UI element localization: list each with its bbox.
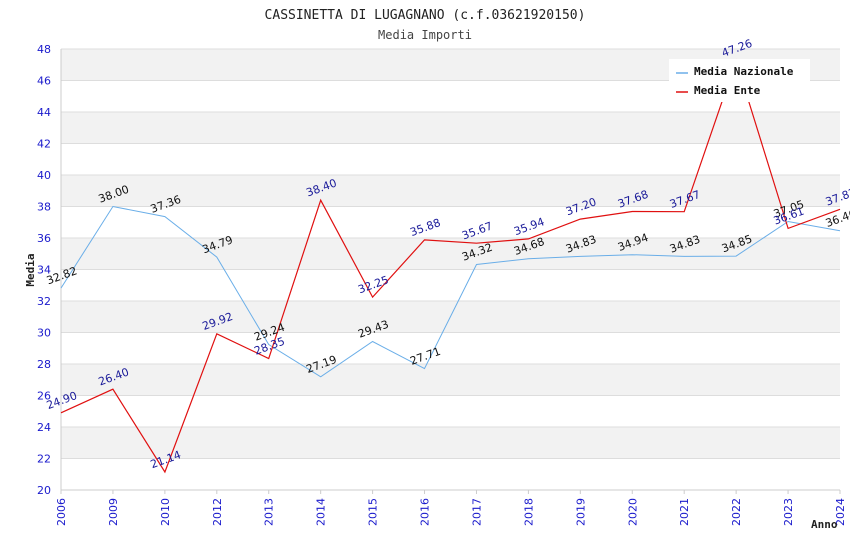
plot-band <box>61 112 840 144</box>
x-axis-label: Anno <box>811 518 838 531</box>
legend: Media Nazionale Media Ente <box>669 59 810 102</box>
y-tick-label: 24 <box>37 421 51 434</box>
axes <box>60 49 841 494</box>
plot-band <box>61 238 840 270</box>
x-tick-label: 2019 <box>574 498 587 526</box>
series-lines <box>60 58 841 474</box>
plot-bands <box>61 49 840 459</box>
y-tick-labels: 20 22 24 26 28 30 32 34 36 38 40 42 44 46 48 <box>37 43 51 497</box>
legend-box <box>669 59 810 102</box>
y-tick-label: 32 <box>37 295 51 308</box>
x-tick-labels: 2006 2009 2010 2012 2013 2014 2015 2016 2017 2018… <box>55 498 847 526</box>
x-tick-label: 2017 <box>470 498 483 526</box>
y-tick-label: 48 <box>37 43 51 56</box>
x-tick-label: 2010 <box>159 498 172 526</box>
x-tick-label: 2021 <box>678 498 691 526</box>
x-tick-label: 2016 <box>419 498 432 526</box>
chart-subtitle: Media Importi <box>378 28 472 42</box>
plot-band <box>61 175 840 207</box>
legend-label-nazionale: Media Nazionale <box>694 65 794 78</box>
x-tick-label: 2013 <box>263 498 276 526</box>
y-tick-label: 38 <box>37 201 51 214</box>
y-tick-label: 40 <box>37 169 51 182</box>
x-tick-label: 2014 <box>315 498 328 526</box>
y-tick-label: 30 <box>37 327 51 340</box>
x-tick-label: 2023 <box>782 498 795 526</box>
y-tick-label: 22 <box>37 453 51 466</box>
x-tick-label: 2018 <box>522 498 535 526</box>
y-axis-label: Media <box>24 253 37 286</box>
y-tick-label: 28 <box>37 358 51 371</box>
plot-band <box>61 427 840 459</box>
legend-label-ente: Media Ente <box>694 84 761 97</box>
series-line-nazionale <box>60 205 841 378</box>
plot-band <box>61 364 840 396</box>
y-tick-label: 42 <box>37 138 51 151</box>
chart-title: CASSINETTA DI LUGAGNANO (c.f.03621920150… <box>265 8 586 23</box>
x-tick-label: 2006 <box>55 498 68 526</box>
x-tick-label: 2022 <box>730 498 743 526</box>
y-tick-label: 46 <box>37 75 51 88</box>
y-tick-label: 34 <box>37 264 51 277</box>
x-tick-label: 2009 <box>107 498 120 526</box>
x-tick-label: 2012 <box>211 498 224 526</box>
y-tick-label: 26 <box>37 390 51 403</box>
y-tick-label: 36 <box>37 232 51 245</box>
data-label-ente: 35.88 <box>408 216 442 239</box>
x-tick-label: 2020 <box>626 498 639 526</box>
x-tick-label: 2015 <box>367 498 380 526</box>
y-tick-label: 20 <box>37 484 51 497</box>
y-tick-label: 44 <box>37 106 51 119</box>
x-tick-label: 2024 <box>834 498 847 526</box>
series-line-ente <box>60 58 841 474</box>
